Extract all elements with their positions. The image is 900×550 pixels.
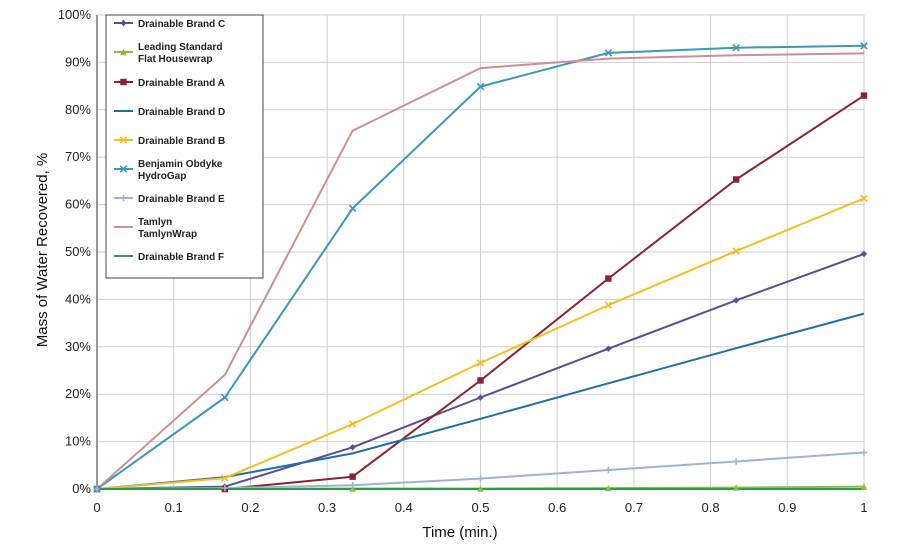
x-tick-label: 0.7: [625, 500, 643, 515]
data-point-drainable-brand-b: [476, 359, 485, 367]
data-point-drainable-brand-a: [349, 473, 356, 480]
x-tick-label: 0.4: [395, 500, 413, 515]
legend-label: Flat Housewrap: [138, 54, 212, 65]
data-point-drainable-brand-c: [860, 250, 868, 258]
y-tick-label: 80%: [65, 102, 91, 117]
data-point-benjamin-obdyke-hydrogap: [860, 42, 868, 50]
x-tick-label: 0: [93, 500, 100, 515]
data-point-drainable-brand-b: [604, 301, 613, 309]
data-point-drainable-brand-e: [93, 485, 101, 493]
data-point-drainable-brand-a: [860, 92, 868, 99]
data-point-leading-standard-flat-housewrap: [349, 485, 356, 492]
legend-label: Tamlyn: [138, 217, 172, 228]
data-point-drainable-brand-b: [348, 420, 357, 428]
data-point-leading-standard-flat-housewrap: [605, 484, 612, 492]
y-tick-label: 100%: [58, 7, 92, 22]
legend-swatch-marker: [120, 48, 127, 56]
y-tick-label: 20%: [65, 386, 91, 401]
legend-label: Benjamin Obdyke: [138, 159, 223, 170]
x-axis-label: Time (min.): [422, 524, 497, 541]
legend-label: Leading Standard: [138, 42, 222, 53]
legend-label: Drainable Brand C: [138, 19, 225, 30]
legend-label: TamlynWrap: [138, 229, 197, 240]
data-point-drainable-brand-a: [605, 275, 612, 282]
y-axis-label: Mass of Water Recovered, %: [34, 153, 51, 348]
data-point-drainable-brand-e: [221, 484, 229, 492]
data-point-benjamin-obdyke-hydrogap: [348, 204, 357, 213]
data-point-drainable-brand-e: [860, 449, 868, 456]
data-point-drainable-brand-b: [860, 194, 868, 203]
legend-label: Drainable Brand D: [138, 107, 225, 118]
data-point-drainable-brand-b: [221, 474, 229, 482]
series-markers: [93, 42, 868, 493]
legend-label: Drainable Brand E: [138, 194, 225, 205]
legend-label: Drainable Brand A: [138, 78, 225, 89]
axes: 0 0.1 0.2 0.3 0.4 0.5 0.6 0.7 0.8 0.9 10%10%20%30%…: [58, 7, 868, 515]
x-tick-label: 0.5: [471, 500, 489, 515]
y-tick-label: 90%: [65, 54, 91, 69]
legend-swatch-marker: [120, 19, 127, 27]
x-tick-label: 0.2: [241, 500, 259, 515]
y-tick-label: 60%: [65, 197, 91, 212]
data-point-drainable-brand-e: [349, 482, 356, 489]
legend-label: Drainable Brand B: [138, 136, 225, 147]
data-point-drainable-brand-b: [732, 247, 740, 255]
data-point-drainable-brand-a: [732, 176, 740, 183]
data-point-leading-standard-flat-housewrap: [860, 483, 868, 490]
legend-swatch-marker: [120, 194, 127, 202]
data-point-drainable-brand-c: [349, 444, 356, 451]
data-point-drainable-brand-e: [477, 475, 484, 482]
legend-swatch-marker: [119, 136, 128, 144]
y-tick-label: 0%: [72, 481, 91, 496]
legend-box: [105, 14, 264, 279]
data-point-drainable-brand-e: [605, 466, 612, 474]
y-tick-label: 10%: [65, 434, 91, 449]
legend-label: HydroGap: [138, 171, 186, 182]
legend-swatch-marker: [120, 78, 127, 86]
legend-swatch-marker: [119, 165, 128, 173]
x-tick-label: 0.6: [548, 500, 566, 515]
data-point-drainable-brand-a: [477, 377, 484, 384]
x-tick-label: 1: [860, 500, 867, 515]
x-tick-label: 0.1: [165, 500, 183, 515]
data-point-leading-standard-flat-housewrap: [477, 485, 484, 492]
data-point-drainable-brand-c: [605, 345, 612, 352]
data-point-benjamin-obdyke-hydrogap: [604, 49, 613, 57]
x-tick-label: 0.8: [702, 500, 720, 515]
data-point-benjamin-obdyke-hydrogap: [221, 393, 229, 402]
data-point-drainable-brand-c: [477, 394, 484, 401]
data-point-drainable-brand-c: [732, 297, 740, 304]
x-tick-label: 0.9: [778, 500, 796, 515]
data-point-benjamin-obdyke-hydrogap: [476, 82, 485, 91]
legend-label: Drainable Brand F: [138, 252, 224, 263]
x-tick-label: 0.3: [318, 500, 336, 515]
y-tick-label: 50%: [65, 244, 91, 259]
data-point-leading-standard-flat-housewrap: [732, 484, 740, 491]
y-tick-label: 70%: [65, 149, 91, 164]
y-tick-label: 30%: [65, 339, 91, 354]
data-point-drainable-brand-e: [732, 458, 740, 465]
data-point-benjamin-obdyke-hydrogap: [732, 43, 740, 52]
series-line-tamlyn-tamlynwrap: [96, 52, 865, 490]
y-tick-label: 40%: [65, 291, 91, 306]
